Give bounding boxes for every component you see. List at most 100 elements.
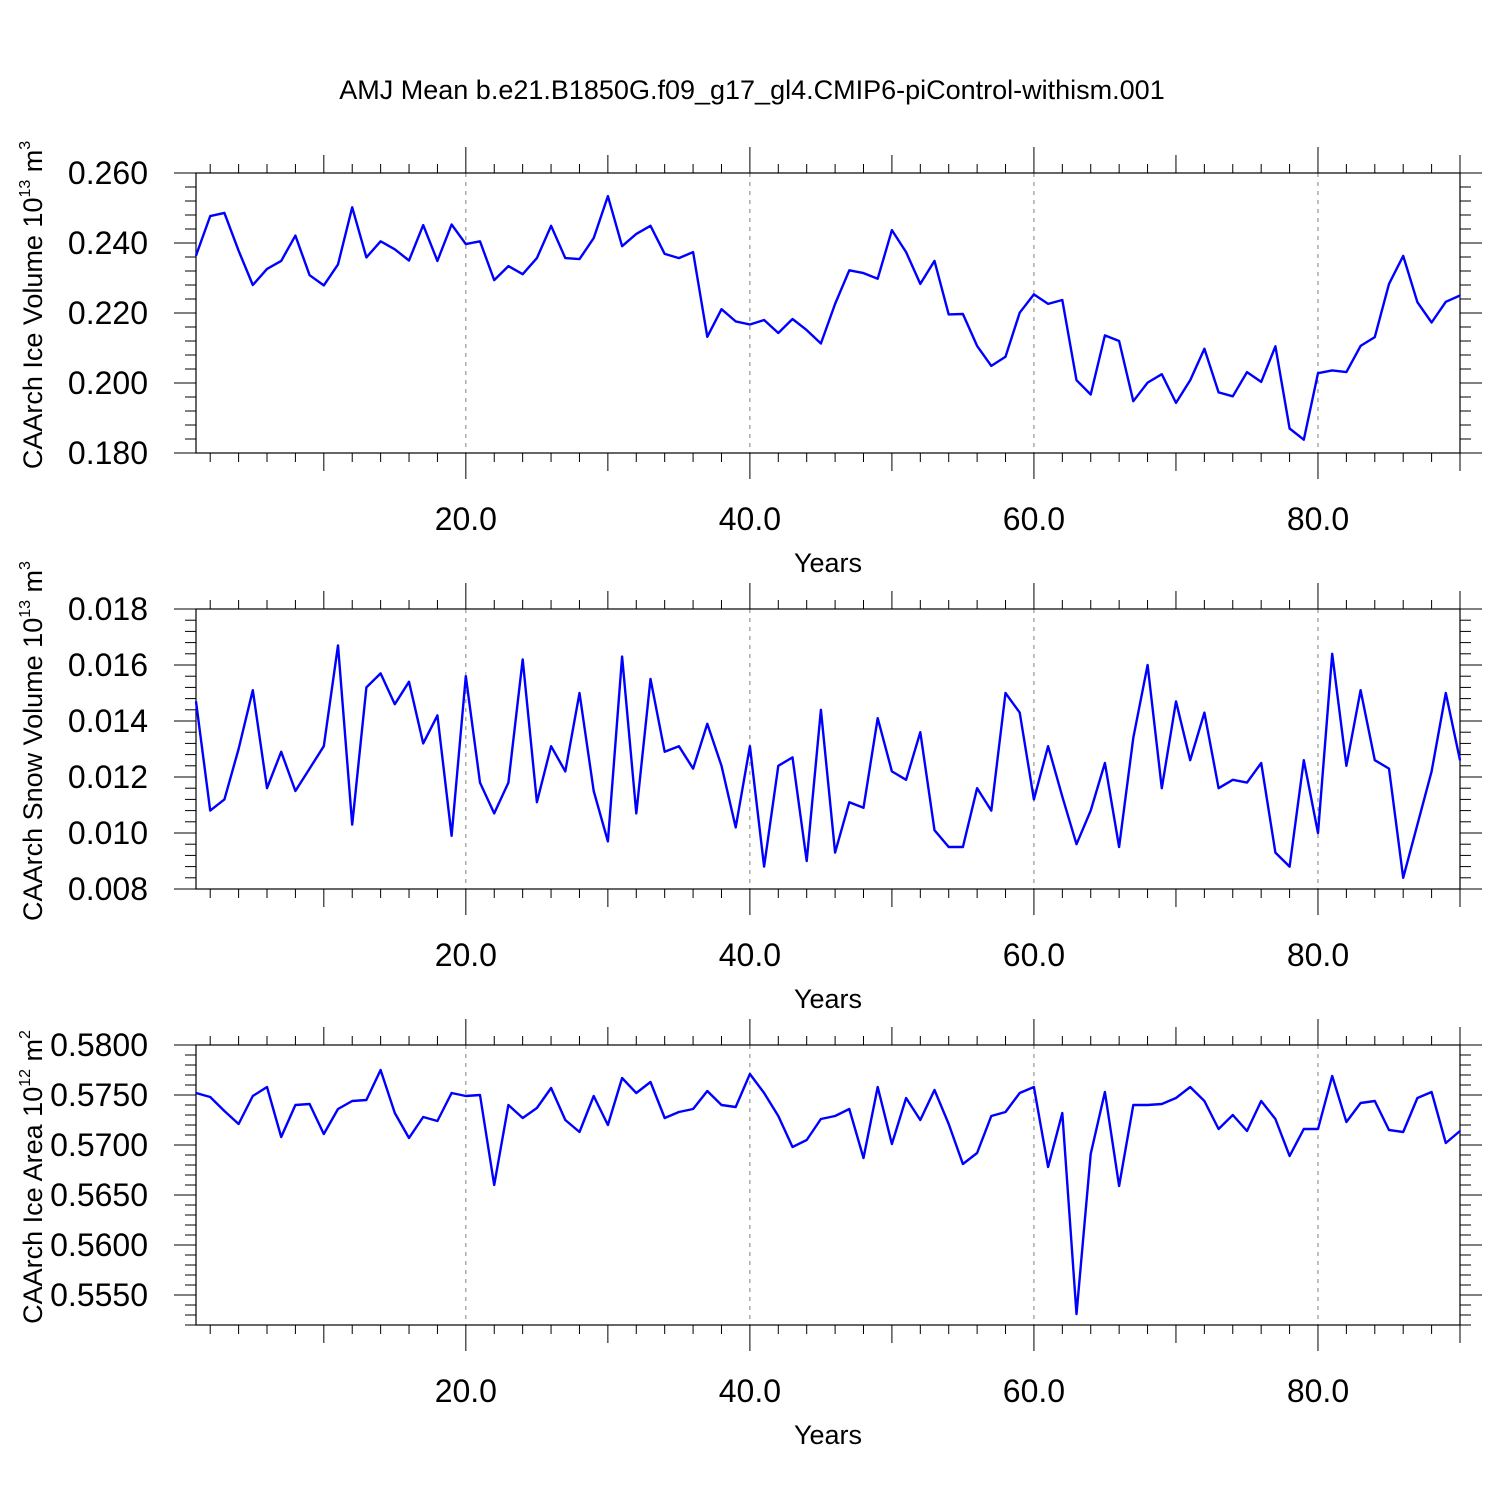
data-point (891, 1143, 893, 1145)
x-tick-label: 60.0 (1003, 501, 1065, 537)
data-point (1317, 1128, 1319, 1130)
data-point (550, 1087, 552, 1089)
data-point (379, 672, 382, 675)
data-point (323, 745, 325, 747)
data-point (933, 260, 936, 262)
data-point (450, 835, 453, 837)
data-point (1189, 759, 1191, 761)
data-point (450, 1092, 453, 1094)
data-point (621, 655, 623, 658)
data-point (1089, 393, 1092, 396)
x-tick-label: 40.0 (719, 501, 781, 537)
data-point (1089, 1153, 1092, 1155)
data-point (1444, 692, 1447, 694)
y-tick-label: 0.260 (68, 155, 148, 191)
x-tick-label: 60.0 (1003, 937, 1065, 973)
data-point (337, 644, 339, 647)
data-point (1033, 1086, 1035, 1088)
data-point (436, 260, 439, 262)
data-point (1189, 1086, 1191, 1088)
y-tick-label: 0.5600 (50, 1227, 148, 1263)
x-tick-label: 20.0 (435, 1373, 497, 1409)
data-point (394, 703, 396, 705)
data-point (521, 273, 524, 275)
data-point (266, 268, 268, 270)
data-point (223, 212, 226, 214)
data-point (578, 258, 581, 260)
data-point (805, 1139, 808, 1141)
data-point (1047, 745, 1049, 747)
data-point (1217, 391, 1220, 394)
data-point (805, 860, 808, 862)
data-point (1373, 759, 1376, 761)
data-point (962, 1163, 964, 1165)
data-point (550, 745, 552, 747)
data-point (308, 1103, 311, 1105)
data-point (1246, 371, 1248, 373)
data-point (919, 283, 922, 285)
data-point (1345, 371, 1348, 373)
data-point (905, 1097, 907, 1099)
data-point (1246, 1130, 1248, 1132)
data-point (933, 1089, 936, 1091)
data-point (1203, 1100, 1206, 1102)
data-point (820, 342, 822, 345)
data-point (805, 329, 808, 331)
data-point (1004, 355, 1007, 358)
data-point (1231, 779, 1234, 781)
data-point (678, 257, 680, 259)
data-point (237, 1123, 240, 1125)
y-axis-label: CAArch Ice Area 1012 m2 (17, 1030, 48, 1324)
data-point (1075, 1313, 1078, 1315)
x-axis-label: Years (794, 548, 862, 578)
data-point (1018, 311, 1021, 314)
data-point (1331, 653, 1333, 655)
data-point (507, 1104, 510, 1106)
data-point (820, 1118, 822, 1120)
data-point (791, 318, 794, 320)
data-point (1416, 1097, 1419, 1099)
data-point (1274, 851, 1277, 854)
data-point (1402, 877, 1404, 879)
y-axis-label: CAArch Snow Volume 1013 m3 (17, 561, 48, 921)
y-tick-label: 0.180 (68, 435, 148, 471)
plot-frame (195, 608, 1461, 890)
x-axis-label: Years (794, 984, 862, 1014)
data-point (1260, 762, 1262, 764)
data-point (1444, 1142, 1447, 1144)
data-point (1444, 301, 1447, 303)
x-tick-label: 40.0 (719, 937, 781, 973)
data-point (933, 829, 936, 831)
data-point (1288, 427, 1291, 430)
data-point (1274, 345, 1277, 348)
data-point (990, 1115, 993, 1117)
data-point (408, 259, 410, 262)
data-point (1061, 299, 1064, 301)
data-point (905, 251, 907, 253)
data-point (962, 846, 964, 848)
data-point (536, 1107, 538, 1109)
data-point (1416, 301, 1419, 303)
data-point (1118, 846, 1120, 848)
data-point (862, 272, 865, 274)
data-point (252, 1095, 254, 1097)
x-tick-label: 20.0 (435, 501, 497, 537)
data-point (1345, 1121, 1348, 1123)
data-point (706, 1090, 709, 1092)
data-point (308, 274, 311, 277)
data-point (493, 279, 496, 281)
data-point (763, 865, 765, 868)
data-point (1260, 1100, 1262, 1102)
data-point (394, 1112, 396, 1114)
data-point (848, 801, 851, 803)
data-point (323, 284, 325, 287)
data-point (280, 1136, 283, 1138)
data-point (1018, 1092, 1021, 1094)
data-point (323, 1133, 325, 1135)
data-point (408, 1137, 410, 1139)
data-point (550, 225, 552, 227)
data-point (692, 767, 694, 770)
y-tick-label: 0.5550 (50, 1277, 148, 1313)
data-point (564, 770, 567, 773)
x-tick-label: 80.0 (1287, 937, 1349, 973)
